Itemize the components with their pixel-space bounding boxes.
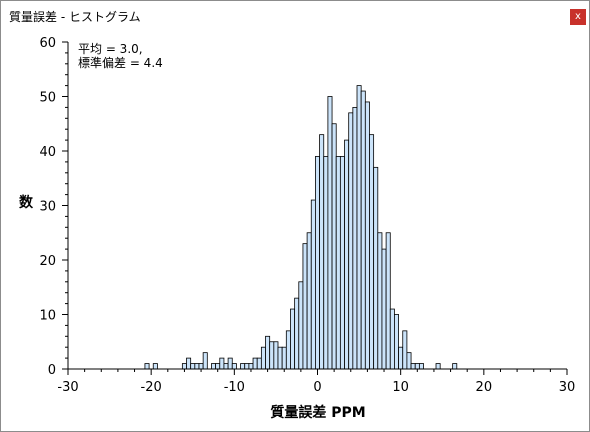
x-tick-label: 0 xyxy=(313,380,321,395)
histogram-bar xyxy=(227,357,233,370)
window-title: 質量誤差 - ヒストグラム xyxy=(9,10,141,24)
histogram-bar xyxy=(335,156,341,370)
histogram-bar xyxy=(369,134,375,370)
x-tick-label: -30 xyxy=(57,380,78,395)
y-tick-label: 40 xyxy=(39,145,56,160)
histogram-bar xyxy=(265,335,271,370)
chart-ticks: -30 -20 -10 0 10 20 30 0 10 20 30 40 50 60 xyxy=(39,36,575,395)
histogram-bar xyxy=(360,90,366,370)
histogram-bar xyxy=(181,363,187,370)
histogram-bar xyxy=(406,352,412,370)
histogram-bar xyxy=(302,243,308,370)
histogram-bar xyxy=(315,156,320,370)
histogram-bar xyxy=(331,123,337,370)
x-tick-label: -20 xyxy=(141,380,162,395)
histogram-bar xyxy=(310,199,316,370)
histogram-bar xyxy=(356,85,362,370)
histogram-bar xyxy=(398,346,404,370)
histogram-bar xyxy=(319,134,325,370)
histogram-bar xyxy=(352,107,358,370)
histogram-bar xyxy=(285,330,291,370)
histogram-bar xyxy=(394,314,399,370)
histogram-bar xyxy=(414,363,420,370)
histogram-bar xyxy=(211,363,217,370)
title-bar[interactable]: 質量誤差 - ヒストグラム x xyxy=(1,1,589,31)
histogram-bar xyxy=(348,112,354,370)
y-tick-label: 20 xyxy=(39,254,56,269)
histogram-bar xyxy=(327,96,333,370)
histogram-bar xyxy=(290,308,296,370)
y-tick-label: 60 xyxy=(39,36,56,51)
x-tick-label: 10 xyxy=(392,380,409,395)
close-button[interactable]: x xyxy=(570,9,586,25)
histogram-bar xyxy=(190,363,196,370)
histogram-bar xyxy=(152,363,158,370)
mean-label: 平均 = 3.0, xyxy=(78,42,143,56)
histogram-bar xyxy=(231,363,237,370)
histogram-bar xyxy=(256,357,262,370)
histogram-bar xyxy=(452,363,458,370)
histogram-bar xyxy=(364,101,370,370)
histogram-bar xyxy=(252,357,258,370)
y-tick-label: 0 xyxy=(48,363,56,378)
y-tick-label: 30 xyxy=(39,200,56,215)
histogram-bar xyxy=(144,363,150,370)
histogram-bar xyxy=(198,363,204,370)
x-tick-label: 20 xyxy=(476,380,493,395)
histogram-bar xyxy=(385,232,391,370)
histogram-bar xyxy=(240,363,246,370)
histogram-bar xyxy=(223,363,229,370)
histogram-bar xyxy=(381,248,387,370)
histogram-bar xyxy=(373,166,379,370)
histogram-bar xyxy=(323,156,329,370)
y-tick-label: 50 xyxy=(39,91,56,106)
histogram-bar xyxy=(389,308,395,370)
histogram-bar xyxy=(377,232,383,370)
histogram-bar xyxy=(339,156,345,370)
histogram-bar xyxy=(219,357,225,370)
histogram-bar xyxy=(277,346,283,370)
histogram-bar xyxy=(273,341,279,370)
y-axis-title: 数 xyxy=(19,194,34,211)
histogram-bar xyxy=(194,363,200,370)
histogram-bar xyxy=(281,346,287,370)
histogram-bar xyxy=(248,363,254,370)
histogram-bar xyxy=(294,297,300,370)
histogram-bar xyxy=(402,330,408,370)
histogram-bar xyxy=(410,363,416,370)
histogram-bar xyxy=(215,363,221,370)
x-tick-label: -10 xyxy=(224,380,245,395)
histogram-bar xyxy=(260,346,266,370)
histogram-bar xyxy=(418,363,424,370)
histogram-bar xyxy=(298,281,304,370)
x-tick-label: 30 xyxy=(559,380,576,395)
histogram-bar xyxy=(186,357,192,370)
histogram-bar xyxy=(306,232,312,370)
histogram-bar xyxy=(202,352,208,370)
x-axis-title: 質量誤差 PPM xyxy=(270,404,365,421)
histogram-bar xyxy=(344,139,350,370)
histogram-bar xyxy=(244,363,250,370)
histogram-bars xyxy=(144,85,458,370)
histogram-bar xyxy=(269,341,275,370)
y-tick-label: 10 xyxy=(39,309,56,324)
stddev-label: 標準偏差 = 4.4 xyxy=(78,55,163,70)
histogram-bar xyxy=(435,363,441,370)
